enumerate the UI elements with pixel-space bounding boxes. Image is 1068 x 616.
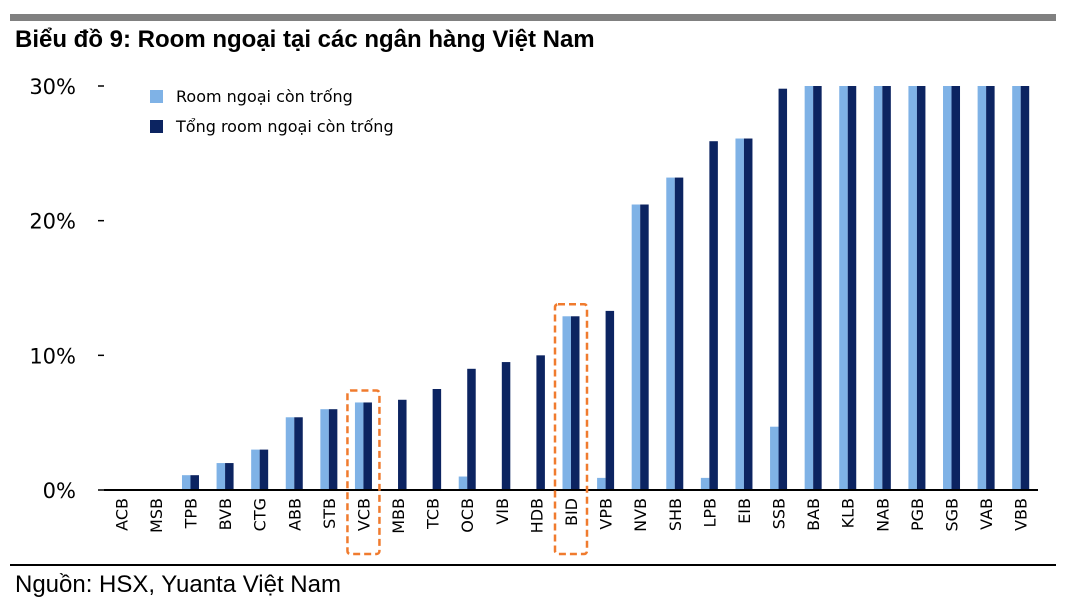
bar-room-ngoai-con-trong-nvb bbox=[631, 204, 641, 491]
bar-tong-room-ngoai-con-trong-klb bbox=[847, 86, 857, 490]
y-axis: 0% 10% 20% 30% bbox=[29, 75, 104, 503]
bar-tong-room-ngoai-con-trong-shb bbox=[674, 177, 684, 490]
x-tick-label: HDB bbox=[527, 498, 546, 533]
bar-room-ngoai-con-trong-vbb bbox=[1012, 86, 1021, 490]
x-tick-label: BAB bbox=[804, 498, 823, 531]
bar-tong-room-ngoai-con-trong-nvb bbox=[640, 204, 649, 491]
bar-tong-room-ngoai-con-trong-vab bbox=[986, 86, 995, 490]
x-tick-label: VIB bbox=[493, 498, 512, 525]
x-tick-label: PGB bbox=[908, 498, 927, 531]
x-tick-label: NAB bbox=[873, 498, 892, 532]
title-top-rule bbox=[10, 14, 1056, 21]
x-tick-label: MBB bbox=[389, 498, 408, 534]
bar-tong-room-ngoai-con-trong-mbb bbox=[398, 399, 407, 490]
bar-room-ngoai-con-trong-ssb bbox=[770, 426, 779, 490]
bar-tong-room-ngoai-con-trong-bid bbox=[571, 316, 580, 490]
bar-room-ngoai-con-trong-vpb bbox=[597, 477, 606, 490]
x-tick-label: STB bbox=[320, 498, 339, 529]
x-tick-label: VPB bbox=[597, 498, 616, 530]
bar-tong-room-ngoai-con-trong-tcb bbox=[432, 389, 442, 490]
x-tick-label: MSB bbox=[147, 498, 166, 533]
bar-tong-room-ngoai-con-trong-lpb bbox=[709, 141, 718, 491]
legend-swatch bbox=[150, 120, 163, 133]
bar-room-ngoai-con-trong-ocb bbox=[458, 476, 468, 490]
bar-room-ngoai-con-trong-vcb bbox=[354, 402, 364, 490]
y-tick-label: 10% bbox=[29, 344, 76, 368]
x-tick-label: EIB bbox=[735, 498, 754, 524]
x-tick-label: VAB bbox=[977, 498, 996, 530]
highlight-box-bid bbox=[553, 303, 589, 556]
bar-room-ngoai-con-trong-abb bbox=[285, 417, 295, 490]
x-tick-label: CTG bbox=[251, 498, 270, 531]
x-tick-label: VBB bbox=[1012, 498, 1031, 531]
bar-room-ngoai-con-trong-klb bbox=[839, 86, 848, 490]
legend: Room ngoại còn trống Tổng room ngoại còn … bbox=[150, 87, 394, 136]
bar-tong-room-ngoai-con-trong-eib bbox=[743, 138, 753, 490]
x-tick-label: BVB bbox=[216, 498, 235, 530]
bar-tong-room-ngoai-con-trong-vbb bbox=[1020, 86, 1030, 490]
bar-tong-room-ngoai-con-trong-abb bbox=[294, 417, 303, 490]
x-tick-label: ACB bbox=[112, 498, 131, 531]
x-tick-label: KLB bbox=[839, 498, 858, 528]
bar-room-ngoai-con-trong-pgb bbox=[908, 86, 917, 490]
bar-room-ngoai-con-trong-bid bbox=[562, 316, 571, 490]
bar-tong-room-ngoai-con-trong-sgb bbox=[951, 86, 961, 490]
x-tick-label: VCB bbox=[354, 498, 373, 531]
bar-room-ngoai-con-trong-bab bbox=[804, 86, 814, 490]
bar-tong-room-ngoai-con-trong-ssb bbox=[778, 88, 788, 491]
bar-room-ngoai-con-trong-sgb bbox=[943, 86, 952, 490]
chart-title: Biểu đồ 9: Room ngoại tại các ngân hàng … bbox=[15, 26, 595, 53]
x-tick-label: ABB bbox=[285, 498, 304, 531]
bar-tong-room-ngoai-con-trong-vib bbox=[501, 362, 511, 490]
x-tick-label: TCB bbox=[424, 498, 443, 530]
bars-group bbox=[181, 86, 1030, 491]
bar-tong-room-ngoai-con-trong-vcb bbox=[363, 402, 372, 490]
x-tick-label: OCB bbox=[458, 498, 477, 533]
highlight-boxes bbox=[346, 303, 589, 556]
bar-tong-room-ngoai-con-trong-ocb bbox=[467, 368, 476, 490]
bar-room-ngoai-con-trong-lpb bbox=[700, 477, 710, 490]
legend-label: Room ngoại còn trống bbox=[176, 87, 353, 106]
bar-room-ngoai-con-trong-shb bbox=[666, 177, 675, 490]
x-tick-label: SGB bbox=[943, 498, 962, 532]
bar-tong-room-ngoai-con-trong-ctg bbox=[259, 449, 269, 490]
bar-tong-room-ngoai-con-trong-tpb bbox=[190, 475, 199, 490]
x-tick-label: SSB bbox=[770, 498, 789, 529]
x-tick-label: BID bbox=[562, 498, 581, 526]
bar-room-ngoai-con-trong-vab bbox=[977, 86, 987, 490]
x-axis: ACB MSB TPB BVB CTG ABB STB VCB MBB TCB OCB VIB HDB B… bbox=[104, 489, 1038, 534]
bar-room-ngoai-con-trong-ctg bbox=[251, 449, 260, 490]
y-tick-label: 0% bbox=[43, 479, 76, 503]
legend-label: Tổng room ngoại còn trống bbox=[175, 117, 394, 136]
bar-tong-room-ngoai-con-trong-nab bbox=[882, 86, 891, 490]
bar-tong-room-ngoai-con-trong-pgb bbox=[916, 86, 926, 490]
bar-room-ngoai-con-trong-nab bbox=[873, 86, 883, 490]
x-tick-label: SHB bbox=[666, 498, 685, 531]
bar-room-ngoai-con-trong-stb bbox=[320, 409, 329, 490]
y-tick-label: 30% bbox=[29, 75, 76, 99]
bar-tong-room-ngoai-con-trong-vpb bbox=[605, 310, 615, 490]
x-tick-label: NVB bbox=[631, 498, 650, 532]
x-tick-label: LPB bbox=[700, 498, 719, 528]
source-top-rule bbox=[10, 564, 1056, 566]
x-tick-label: TPB bbox=[181, 498, 200, 529]
bar-tong-room-ngoai-con-trong-bab bbox=[813, 86, 822, 490]
bar-tong-room-ngoai-con-trong-stb bbox=[328, 409, 338, 490]
bar-tong-room-ngoai-con-trong-bvb bbox=[225, 463, 234, 490]
highlight-box-vcb bbox=[346, 389, 381, 556]
bar-room-ngoai-con-trong-tpb bbox=[181, 475, 191, 490]
bar-room-ngoai-con-trong-bvb bbox=[216, 463, 226, 490]
legend-swatch bbox=[150, 90, 163, 103]
source-note: Nguồn: HSX, Yuanta Việt Nam bbox=[15, 571, 341, 598]
bar-room-ngoai-con-trong-eib bbox=[735, 138, 744, 490]
bar-tong-room-ngoai-con-trong-hdb bbox=[536, 355, 545, 490]
y-tick-label: 20% bbox=[29, 210, 76, 234]
